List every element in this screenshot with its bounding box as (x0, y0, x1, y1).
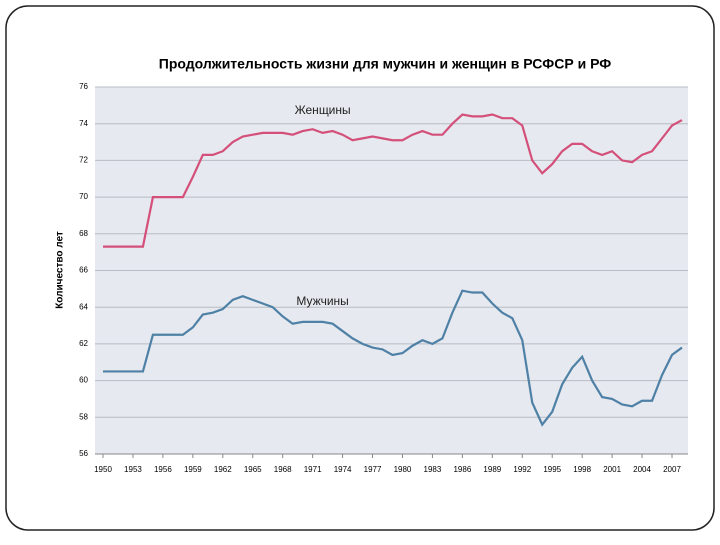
x-tick-label: 1959 (184, 465, 202, 474)
x-tick-label: 1992 (513, 465, 531, 474)
x-tick-label: 1974 (334, 465, 352, 474)
y-tick-label: 76 (79, 82, 88, 91)
x-tick-label: 1962 (214, 465, 232, 474)
series-label: Мужчины (296, 294, 348, 308)
x-tick-label: 1995 (543, 465, 561, 474)
x-tick-label: 2001 (603, 465, 621, 474)
x-tick-label: 1953 (124, 465, 142, 474)
y-tick-label: 56 (79, 449, 88, 458)
x-tick-label: 1956 (154, 465, 172, 474)
chart-title: Продолжительность жизни для мужчин и жен… (159, 56, 611, 72)
y-tick-label: 66 (79, 266, 88, 275)
x-tick-label: 2007 (663, 465, 681, 474)
y-tick-label: 68 (79, 229, 88, 238)
y-tick-label: 62 (79, 339, 88, 348)
y-tick-label: 74 (79, 119, 88, 128)
x-tick-label: 1965 (244, 465, 262, 474)
x-tick-label: 1971 (304, 465, 322, 474)
x-tick-label: 2004 (633, 465, 651, 474)
y-tick-label: 72 (79, 156, 88, 165)
x-tick-label: 1968 (274, 465, 292, 474)
x-tick-label: 1986 (453, 465, 471, 474)
y-tick-label: 64 (79, 302, 88, 311)
x-tick-label: 1998 (573, 465, 591, 474)
y-tick-label: 70 (79, 192, 88, 201)
y-tick-label: 60 (79, 376, 88, 385)
x-tick-label: 1977 (364, 465, 382, 474)
series-line (103, 113, 683, 248)
series-line (103, 289, 683, 427)
series-label: Женщины (295, 103, 351, 117)
x-tick-label: 1983 (424, 465, 442, 474)
y-tick-label: 58 (79, 412, 88, 421)
y-axis-label: Количество лет (55, 231, 66, 309)
x-tick-label: 1989 (483, 465, 501, 474)
x-tick-label: 1980 (394, 465, 412, 474)
x-tick-label: 1950 (94, 465, 112, 474)
